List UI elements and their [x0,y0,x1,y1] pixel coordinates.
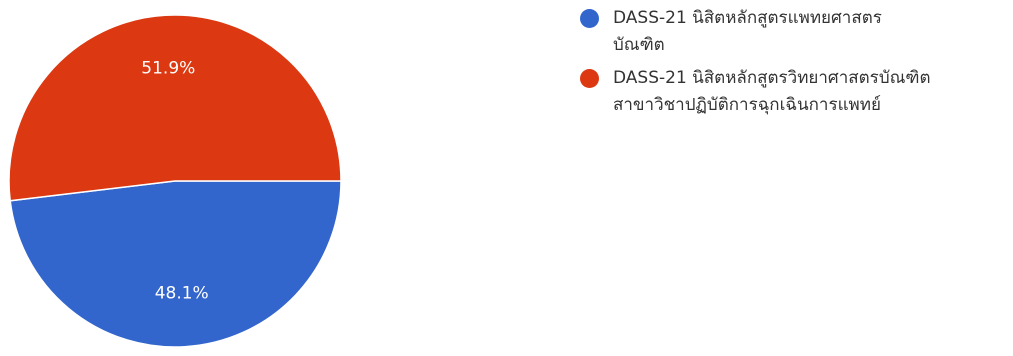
legend-label-medicine-line-2: บัณฑิต [613,35,665,55]
legend-label-medicine-line-1: DASS-21 นิสิตหลักสูตรแพทยศาสตร [613,8,882,28]
legend-swatch-medicine [580,9,599,28]
chart-legend: DASS-21 นิสิตหลักสูตรแพทยศาสตร บัณฑิต DA… [580,5,1005,125]
legend-swatch-emergency-medical [580,69,599,88]
legend-item-emergency-medical[interactable]: DASS-21 นิสิตหลักสูตรวิทยาศาสตรบัณฑิต สา… [580,65,1005,119]
legend-label-emergency-medical-line-1: DASS-21 นิสิตหลักสูตรวิทยาศาสตรบัณฑิต [613,68,931,88]
pie-slice-medicine[interactable] [9,180,342,348]
pie-slice-emergency-medical[interactable] [8,14,342,202]
legend-label-emergency-medical-line-2: สาขาวิชาปฏิบัติการฉุกเฉินการแพทย์ [613,95,881,115]
pie-label-emergency-medical: 51.9% [141,58,195,78]
legend-label-emergency-medical: DASS-21 นิสิตหลักสูตรวิทยาศาสตรบัณฑิต สา… [613,65,931,119]
legend-label-medicine: DASS-21 นิสิตหลักสูตรแพทยศาสตร บัณฑิต [613,5,882,59]
legend-item-medicine[interactable]: DASS-21 นิสิตหลักสูตรแพทยศาสตร บัณฑิต [580,5,1005,59]
pie-label-medicine: 48.1% [155,284,209,304]
pie-chart: 48.1% 51.9% [8,14,342,348]
